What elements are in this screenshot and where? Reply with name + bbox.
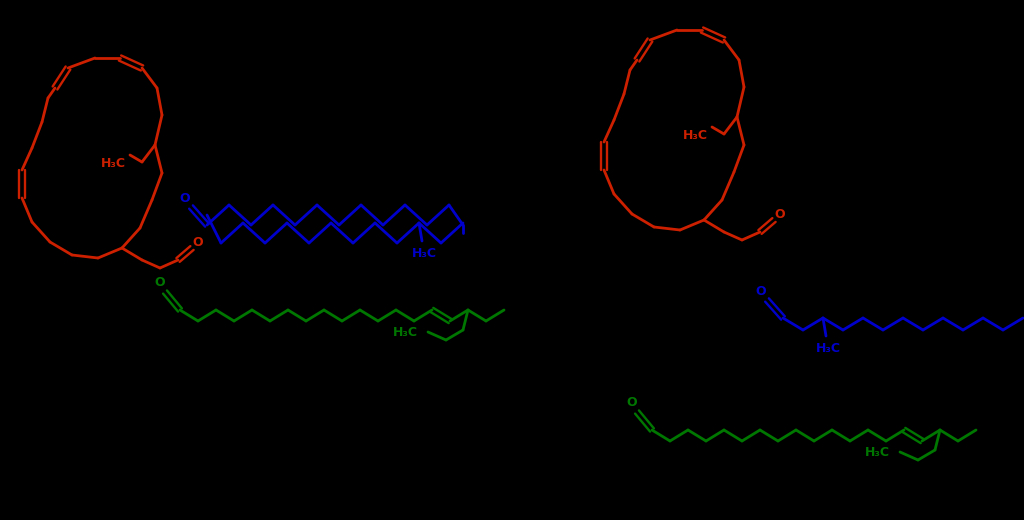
Text: O: O: [775, 207, 785, 220]
Text: O: O: [756, 284, 766, 297]
Text: O: O: [179, 191, 190, 204]
Text: H₃C: H₃C: [412, 246, 436, 259]
Text: H₃C: H₃C: [683, 128, 708, 141]
Text: H₃C: H₃C: [815, 342, 841, 355]
Text: O: O: [627, 396, 637, 409]
Text: O: O: [155, 276, 165, 289]
Text: H₃C: H₃C: [100, 157, 126, 170]
Text: O: O: [193, 236, 204, 249]
Text: H₃C: H₃C: [865, 446, 890, 459]
Text: H₃C: H₃C: [393, 326, 418, 339]
